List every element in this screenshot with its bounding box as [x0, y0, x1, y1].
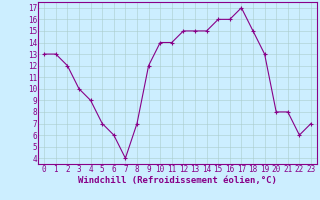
X-axis label: Windchill (Refroidissement éolien,°C): Windchill (Refroidissement éolien,°C) — [78, 176, 277, 185]
